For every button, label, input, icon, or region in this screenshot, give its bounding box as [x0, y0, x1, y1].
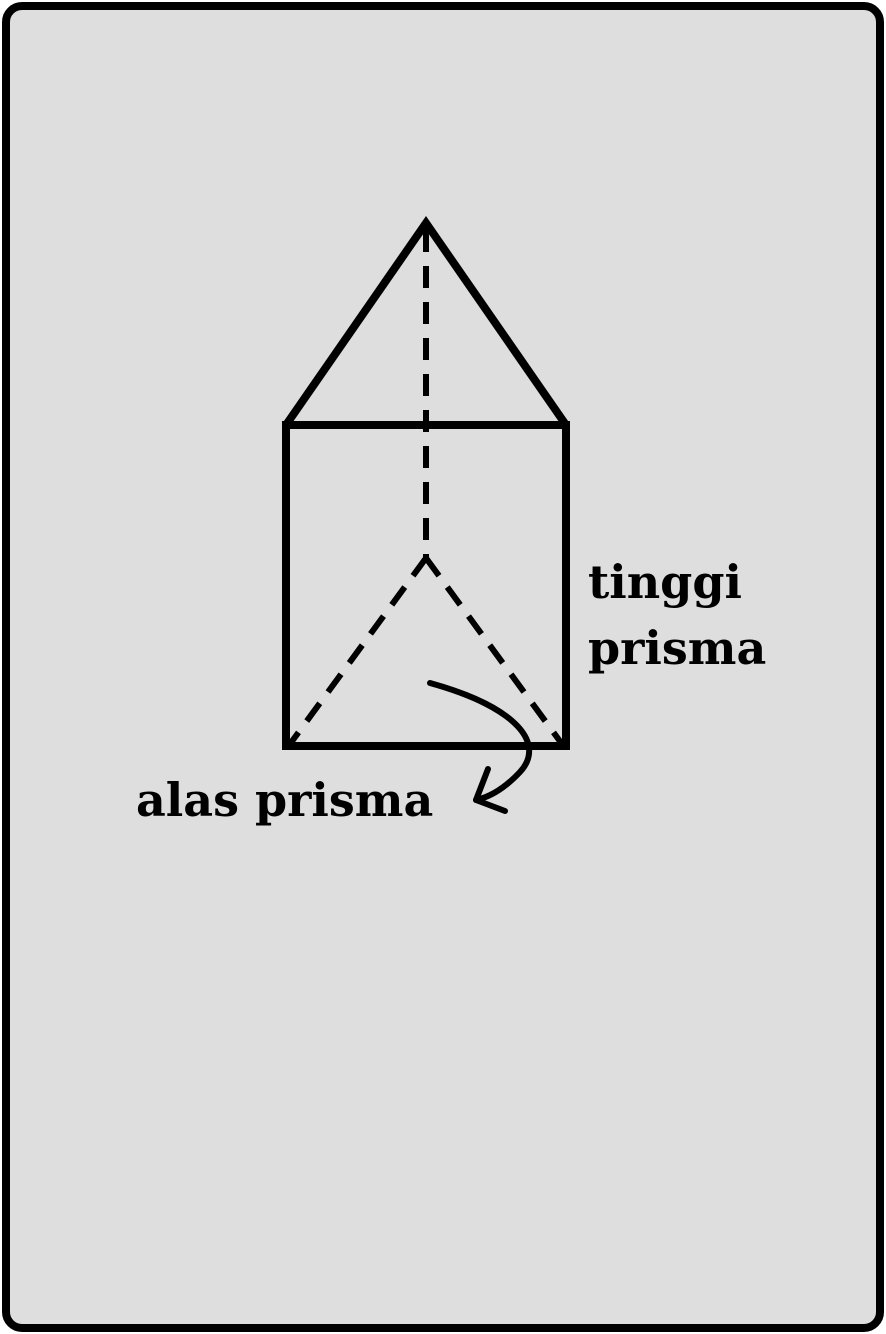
arrow-head-icon — [473, 766, 508, 814]
base-label: alas prisma — [136, 773, 433, 827]
height-label-line2: prisma — [588, 621, 766, 675]
hidden-base-edge-right — [423, 556, 565, 746]
hidden-base-edge-left — [287, 556, 429, 746]
height-label-line1: tinggi — [588, 555, 742, 609]
prism-top-triangle — [282, 215, 570, 428]
base-pointer-arrow — [427, 680, 533, 803]
